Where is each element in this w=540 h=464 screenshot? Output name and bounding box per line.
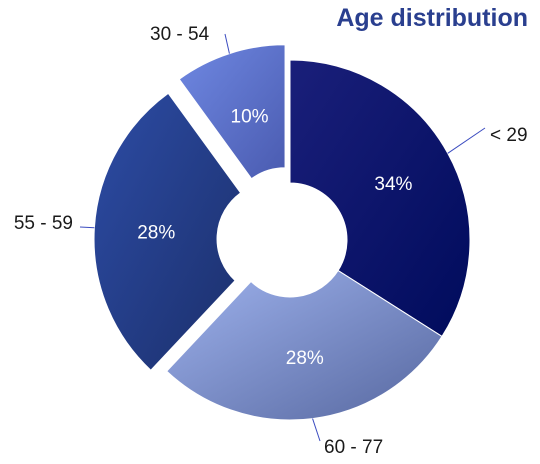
slice-60-77 [166, 269, 443, 421]
slice-value-label: 28% [286, 348, 324, 369]
category-label: < 29 [490, 125, 528, 146]
slice-29 [289, 59, 471, 338]
category-label: 55 - 59 [14, 213, 73, 234]
leader-line [312, 418, 321, 442]
category-label: 30 - 54 [150, 24, 210, 45]
slice-value-label: 34% [374, 174, 412, 195]
slice-value-label: 28% [137, 223, 175, 244]
slice-30-54 [178, 44, 286, 180]
leader-line [79, 226, 95, 229]
category-label: 60 - 77 [324, 437, 383, 458]
slice-55-59 [93, 92, 242, 371]
leader-line [224, 33, 230, 54]
leader-line [447, 127, 486, 154]
chart-title: Age distribution [336, 4, 528, 32]
slice-value-label: 10% [231, 106, 269, 127]
